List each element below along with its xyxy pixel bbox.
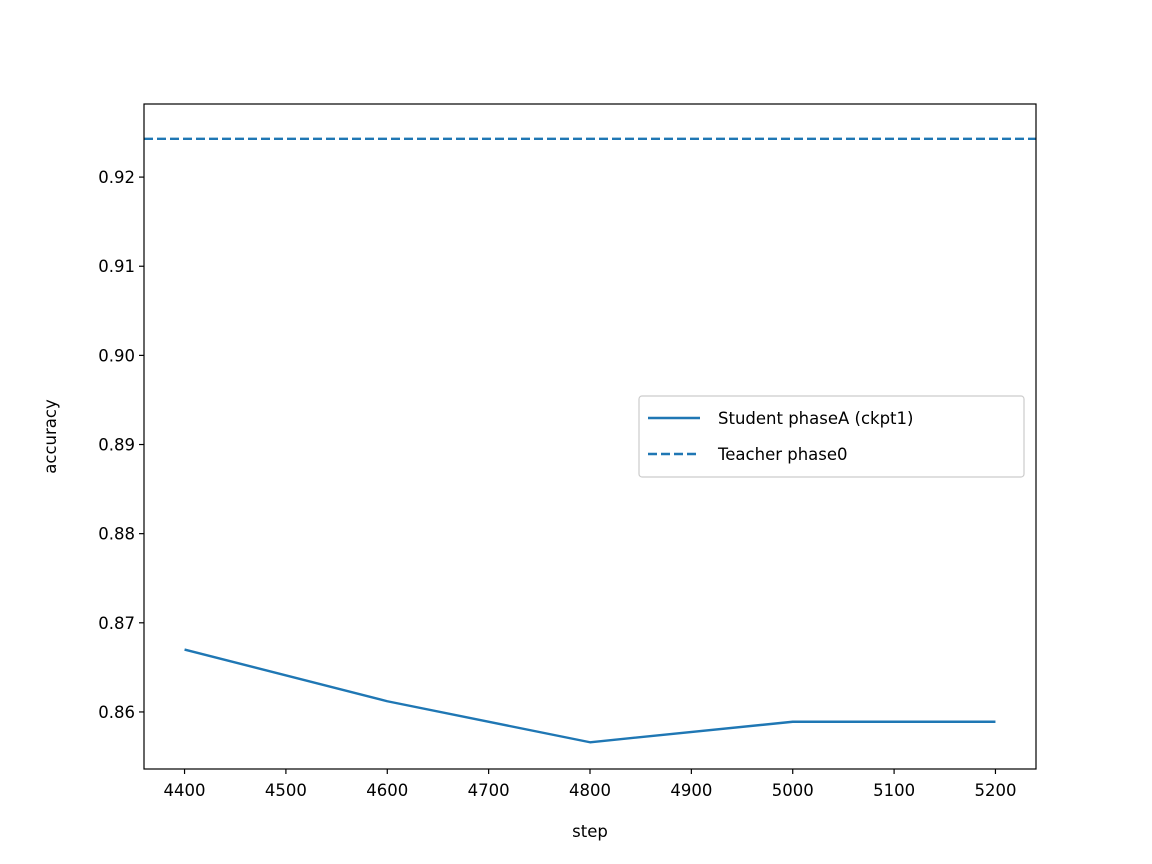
x-tick-label: 5100 — [873, 781, 915, 800]
x-tick-label: 4400 — [164, 781, 206, 800]
x-tick-label: 4500 — [265, 781, 307, 800]
series-student-line — [184, 648, 996, 744]
y-tick-label: 0.88 — [98, 525, 135, 544]
x-tick-label: 5000 — [772, 781, 814, 800]
axes-frame — [143, 103, 1037, 770]
y-tick-label: 0.87 — [98, 614, 135, 633]
x-tick-label: 4700 — [468, 781, 510, 800]
x-tick-label: 5200 — [974, 781, 1016, 800]
legend-entry-student: Student phaseA (ckpt1) — [718, 409, 913, 428]
y-tick-label: 0.90 — [98, 346, 135, 365]
legend: Student phaseA (ckpt1) Teacher phase0 — [638, 395, 1025, 478]
x-tick-label: 4900 — [670, 781, 712, 800]
axis-ticks: 4400 4500 4600 4700 4800 4900 5000 5100 5200 0.86… — [98, 168, 1016, 800]
y-axis-label: accuracy — [41, 399, 60, 474]
y-tick-label: 0.86 — [98, 703, 135, 722]
y-tick-label: 0.89 — [98, 436, 135, 455]
plot-area — [144, 137, 1036, 744]
x-tick-label: 4600 — [366, 781, 408, 800]
legend-box — [638, 395, 1025, 478]
x-axis-label: step — [572, 822, 608, 841]
legend-entry-teacher: Teacher phase0 — [717, 445, 848, 464]
x-tick-label: 4800 — [569, 781, 611, 800]
y-tick-label: 0.92 — [98, 168, 135, 187]
y-tick-label: 0.91 — [98, 257, 135, 276]
